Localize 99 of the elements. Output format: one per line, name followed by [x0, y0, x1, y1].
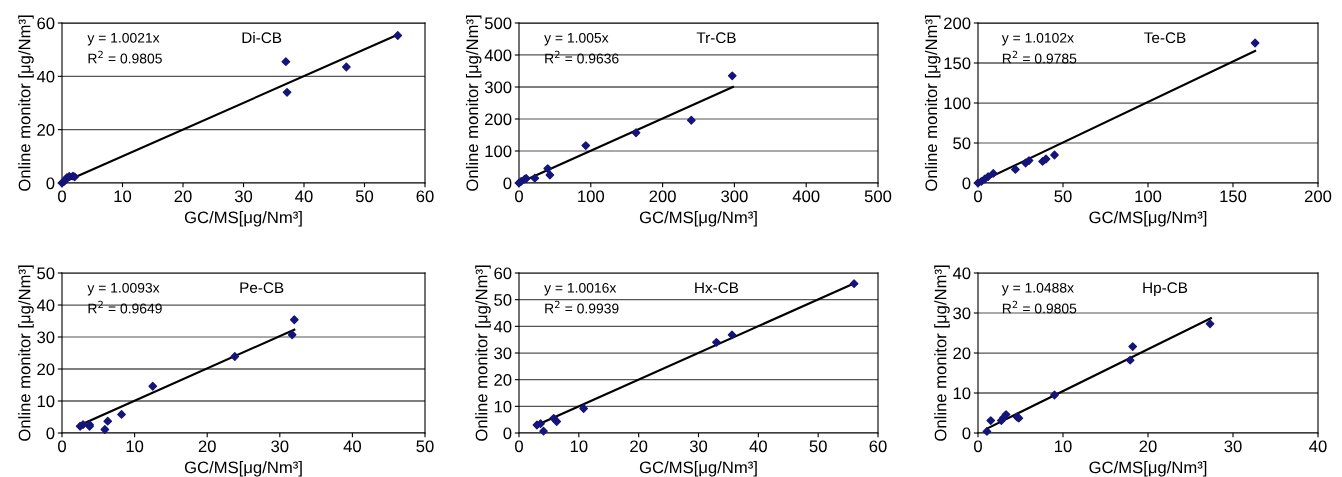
y-tick-label: 0 [503, 427, 512, 440]
y-tick-label: 0 [46, 177, 55, 190]
y-tick-label: 200 [944, 17, 971, 30]
annotation: R$^{2}$ = 0.9805 [1002, 300, 1077, 314]
x-tick-label: 40 [295, 190, 313, 203]
x-tick-label: 20 [630, 440, 648, 453]
x-tick-label: 30 [234, 190, 253, 203]
y-axis-title: Online monitor [μg/Nm³] [18, 265, 34, 441]
x-tick-label: 100 [578, 190, 605, 203]
y-tick-label: 50 [494, 294, 512, 306]
y-tick-label: 0 [46, 427, 55, 440]
y-axis-title: Online monitor [μg/Nm³] [18, 15, 34, 191]
x-tick-label: 200 [1304, 190, 1332, 203]
y-tick-label: 60 [494, 267, 512, 280]
y-tick-label: 200 [485, 113, 512, 126]
x-tick-label: 0 [58, 190, 66, 203]
x-tick-label: 30 [271, 440, 289, 453]
x-tick-label: 0 [515, 440, 523, 453]
x-tick-label: 60 [416, 190, 434, 203]
annotation: y = 1.005x [544, 32, 609, 46]
y-tick-label: 20 [37, 124, 55, 136]
y-tick-label: 150 [944, 57, 971, 70]
x-tick-label: 200 [649, 190, 676, 203]
annotation: y = 1.0093x [87, 282, 160, 296]
x-tick-label: 40 [1309, 440, 1327, 453]
chart-title: Pe-CB [240, 282, 284, 294]
x-tick-label: 0 [58, 440, 66, 453]
x-tick-label: 0 [515, 190, 523, 203]
x-tick-label: 40 [343, 440, 362, 453]
y-tick-label: 400 [484, 49, 512, 62]
annotation: y = 1.0488x [1001, 282, 1074, 296]
x-tick-label: 30 [1224, 440, 1242, 453]
y-tick-label: 20 [494, 374, 512, 386]
x-tick-label: 100 [1135, 190, 1162, 203]
y-tick-label: 60 [37, 17, 55, 30]
y-tick-label: 40 [36, 299, 55, 312]
y-tick-label: 50 [37, 267, 55, 280]
annotation: y = 1.0102x [1001, 32, 1074, 46]
chart-title: Te-CB [1144, 32, 1186, 44]
x-tick-label: 0 [974, 440, 982, 453]
y-tick-label: 40 [493, 320, 512, 333]
x-tick-label: 10 [126, 440, 144, 453]
y-axis-title: Online monitor [μg/Nm³] [465, 15, 482, 191]
annotation: R$^{2}$ = 0.9785 [1002, 50, 1077, 64]
x-tick-label: 300 [721, 190, 748, 203]
x-axis-title: GC/MS[μg/Nm³] [184, 461, 302, 477]
x-tick-label: 400 [792, 190, 820, 203]
x-axis-title: GC/MS[μg/Nm³] [184, 211, 302, 227]
y-tick-label: 100 [944, 97, 971, 110]
y-tick-label: 20 [37, 363, 55, 376]
y-tick-label: 30 [37, 331, 55, 344]
x-tick-label: 500 [864, 190, 892, 203]
y-tick-label: 30 [494, 347, 512, 360]
y-tick-label: 0 [962, 427, 971, 440]
x-tick-label: 50 [809, 440, 827, 453]
y-tick-label: 10 [37, 395, 55, 408]
y-tick-label: 0 [962, 177, 971, 190]
x-tick-label: 50 [416, 440, 434, 453]
annotation: y = 1.0016x [544, 282, 617, 296]
x-tick-label: 20 [1139, 440, 1157, 453]
chart-title: Tr-CB [696, 32, 736, 44]
text: Hp-CB [1143, 282, 1188, 297]
x-tick-label: 60 [869, 440, 887, 453]
annotation: R$^{2}$ = 0.9636 [545, 50, 619, 64]
x-tick-label: 50 [1054, 190, 1072, 203]
y-tick-label: 40 [36, 70, 55, 83]
x-tick-label: 10 [114, 190, 132, 203]
x-axis-title: GC/MS[μg/Nm³] [639, 461, 757, 477]
x-tick-label: 30 [689, 440, 708, 453]
y-tick-label: 10 [494, 400, 512, 413]
y-tick-label: 500 [484, 17, 512, 30]
x-tick-label: 150 [1220, 190, 1247, 203]
x-axis-title: GC/MS[μg/Nm³] [1089, 211, 1207, 227]
chart-title: Hx-CB [695, 282, 739, 294]
chart-title: Di-CB [242, 31, 282, 44]
y-axis-title: Online monitor [μg/Nm³] [924, 15, 941, 191]
x-tick-label: 10 [570, 440, 588, 453]
x-tick-label: 20 [198, 440, 216, 453]
y-tick-label: 40 [952, 267, 971, 280]
y-tick-label: 300 [484, 81, 512, 94]
y-tick-label: 20 [953, 347, 971, 360]
y-tick-label: 30 [953, 307, 971, 320]
y-tick-label: 50 [953, 137, 971, 150]
x-axis-title: GC/MS[μg/Nm³] [639, 211, 757, 227]
x-tick-label: 20 [174, 190, 192, 203]
y-tick-label: 10 [953, 387, 971, 400]
x-tick-label: 10 [1055, 440, 1072, 453]
y-axis-title: Online monitor [μg/Nm³] [934, 265, 950, 441]
x-tick-label: 40 [749, 440, 767, 453]
annotation: R$^{2}$ = 0.9805 [88, 50, 162, 64]
x-axis-title: GC/MS[μg/Nm³] [1089, 461, 1207, 477]
annotation: R$^{2}$ = 0.9649 [88, 300, 162, 314]
y-axis-title: Online monitor [μg/Nm³] [475, 265, 491, 441]
y-tick-label: 0 [503, 177, 512, 190]
x-tick-label: 0 [974, 190, 982, 203]
annotation: y = 1.0021x [87, 32, 160, 46]
x-tick-label: 50 [355, 190, 374, 203]
annotation: R$^{2}$ = 0.9939 [545, 300, 619, 314]
y-tick-label: 100 [485, 145, 512, 158]
